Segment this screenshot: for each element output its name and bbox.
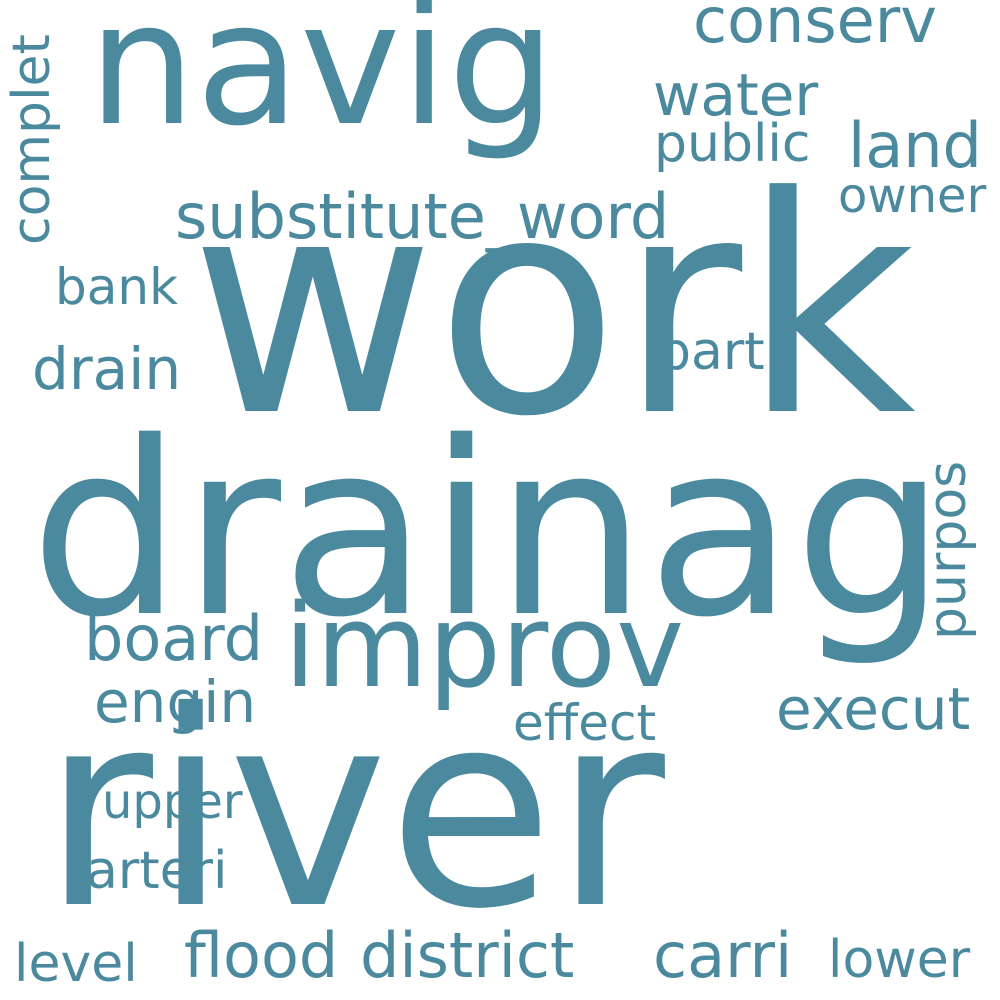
word-lower: lower bbox=[828, 930, 971, 990]
word-upper: upper bbox=[102, 774, 243, 830]
word-owner: owner bbox=[838, 168, 987, 224]
word-drain: drain bbox=[32, 335, 182, 403]
word-flood: flood bbox=[184, 919, 339, 992]
word-work: work bbox=[190, 133, 916, 482]
word-arteri: arteri bbox=[86, 841, 228, 901]
word-drainag: drainag bbox=[30, 390, 947, 670]
word-substitute-word: substitute_word bbox=[175, 180, 670, 253]
word-river: river bbox=[42, 653, 665, 968]
word-purpos: purpos bbox=[918, 460, 978, 640]
word-engin: engin bbox=[94, 668, 257, 736]
word-public: public bbox=[654, 114, 811, 174]
word-land: land bbox=[848, 109, 982, 182]
word-navig: navig bbox=[88, 0, 556, 164]
word-board: board bbox=[84, 602, 264, 675]
word-water: water bbox=[653, 61, 819, 129]
word-carri: carri bbox=[653, 919, 793, 992]
word-complet: complet bbox=[2, 34, 62, 245]
word-part: part bbox=[658, 322, 765, 382]
word-district: district bbox=[360, 919, 575, 992]
word-improv: improv bbox=[284, 580, 685, 714]
word-execut: execut bbox=[776, 675, 971, 743]
word-bank: bank bbox=[55, 258, 179, 316]
word-effect: effect bbox=[513, 694, 657, 752]
word-conserv: conserv bbox=[693, 0, 937, 57]
word-level: level bbox=[14, 934, 138, 994]
